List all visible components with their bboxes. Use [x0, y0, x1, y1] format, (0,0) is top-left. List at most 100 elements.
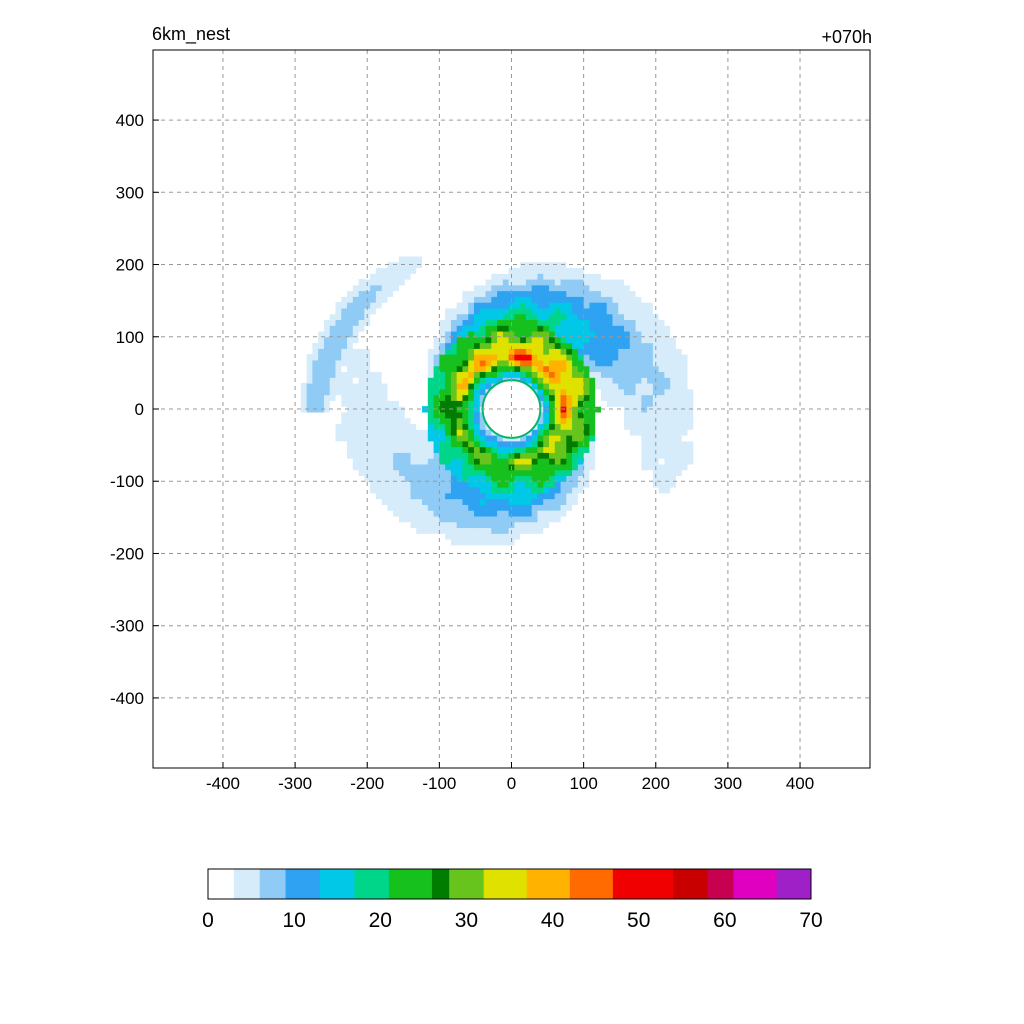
field-cell [491, 365, 498, 373]
field-cell [364, 406, 371, 413]
field-cell [554, 504, 562, 511]
field-cell [549, 446, 556, 453]
field-cell [422, 388, 429, 396]
field-cell [370, 429, 377, 436]
field-cell [566, 313, 573, 321]
field-cell [462, 475, 469, 482]
field-cell [543, 319, 550, 326]
field-cell [514, 440, 521, 448]
field-cell [422, 539, 429, 546]
field-cell [537, 440, 544, 448]
field-cell [554, 475, 562, 482]
field-cell [462, 469, 469, 477]
colorbar-tick-label: 60 [713, 909, 736, 932]
field-cell [543, 267, 550, 274]
field-cell [554, 382, 562, 390]
field-cell [473, 278, 481, 286]
field-cell [456, 411, 464, 419]
field-cell [416, 492, 423, 500]
field-cell [393, 487, 400, 494]
field-cell [485, 527, 492, 534]
field-cell [652, 446, 660, 453]
field-cell [595, 342, 602, 349]
field-cell [497, 515, 504, 523]
field-cell [606, 348, 614, 355]
field-cell [398, 273, 406, 280]
field-cell [335, 400, 342, 407]
field-cell [427, 348, 435, 355]
field-cell [318, 411, 325, 419]
field-cell [370, 435, 377, 442]
field-cell [381, 302, 389, 309]
field-cell [410, 429, 417, 436]
field-cell [450, 371, 458, 378]
field-cell [364, 492, 371, 500]
field-cell [416, 533, 423, 540]
field-cell [549, 417, 556, 425]
field-cell [699, 469, 706, 477]
field-cell [370, 336, 377, 344]
field-cell [635, 388, 642, 396]
field-cell [381, 348, 389, 355]
field-cell [531, 498, 539, 505]
field-cell [520, 475, 527, 482]
field-cell [670, 510, 677, 517]
field-cell [554, 290, 562, 297]
field-cell [525, 307, 533, 315]
field-cell [554, 296, 562, 303]
field-cell [416, 250, 423, 257]
field-cell [595, 440, 602, 448]
field-cell [341, 325, 348, 332]
field-cell [439, 423, 446, 430]
field-cell [508, 539, 515, 546]
field-cell [497, 359, 504, 367]
field-cell [525, 330, 533, 338]
field-cell [641, 348, 648, 355]
field-cell [473, 498, 481, 505]
field-cell [583, 417, 591, 425]
field-cell [670, 429, 677, 436]
field-cell [658, 342, 666, 349]
field-cell [416, 475, 423, 482]
field-cell [675, 359, 683, 367]
field-cell [647, 400, 654, 407]
field-cell [531, 261, 539, 269]
field-cell [439, 313, 446, 321]
field-cell [468, 400, 475, 407]
field-cell [352, 382, 360, 390]
field-cell [497, 319, 504, 326]
field-cell [422, 492, 429, 500]
field-cell [416, 429, 423, 436]
field-cell [520, 313, 527, 321]
field-cell [647, 458, 654, 465]
field-cell [462, 423, 469, 430]
field-cell [647, 417, 654, 425]
field-cell [427, 539, 435, 546]
field-cell [520, 278, 527, 286]
colorbar-swatch [414, 869, 424, 899]
field-cell [681, 481, 689, 488]
field-cell [410, 458, 417, 465]
field-cell [318, 382, 325, 390]
field-cell [635, 498, 642, 505]
field-cell [456, 342, 464, 349]
field-cell [566, 498, 573, 505]
field-cell [629, 435, 637, 442]
field-cell [560, 469, 567, 477]
field-cell [629, 446, 637, 453]
field-cell [370, 267, 377, 274]
field-cell [589, 394, 596, 401]
field-cell [433, 348, 440, 355]
field-cell [670, 458, 677, 465]
field-cell [606, 296, 614, 303]
field-cell [693, 487, 700, 494]
field-cell [381, 452, 389, 459]
field-cell [393, 440, 400, 448]
field-cell [687, 371, 694, 378]
field-cell [450, 515, 458, 523]
colorbar-swatch [724, 869, 734, 899]
field-cell [543, 307, 550, 315]
field-cell [456, 435, 464, 442]
field-cell [456, 475, 464, 482]
field-cell [352, 394, 360, 401]
